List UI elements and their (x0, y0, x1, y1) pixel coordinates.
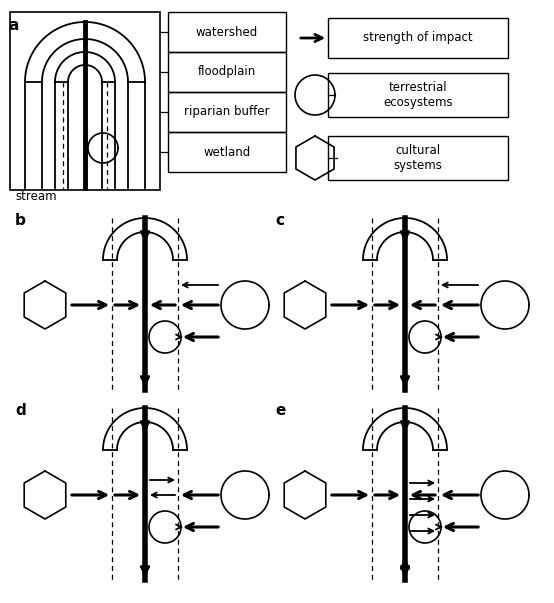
Bar (328, 18, 508, 58)
Bar (168, 12, 286, 52)
Text: b: b (15, 213, 26, 228)
Text: floodplain: floodplain (198, 66, 256, 78)
Bar (10, 12, 160, 190)
Text: cultural
systems: cultural systems (393, 144, 443, 172)
Text: e: e (275, 403, 285, 418)
Bar (168, 52, 286, 92)
Bar (328, 73, 508, 117)
Text: strength of impact: strength of impact (363, 31, 473, 45)
Text: stream: stream (15, 190, 57, 203)
Text: d: d (15, 403, 25, 418)
Text: terrestrial
ecosystems: terrestrial ecosystems (383, 81, 453, 109)
Bar (328, 136, 508, 180)
Bar (168, 132, 286, 172)
Text: riparian buffer: riparian buffer (184, 106, 270, 119)
Text: wetland: wetland (203, 145, 250, 159)
Text: watershed: watershed (196, 25, 258, 39)
Text: c: c (275, 213, 284, 228)
Text: a: a (8, 18, 18, 33)
Bar (168, 92, 286, 132)
